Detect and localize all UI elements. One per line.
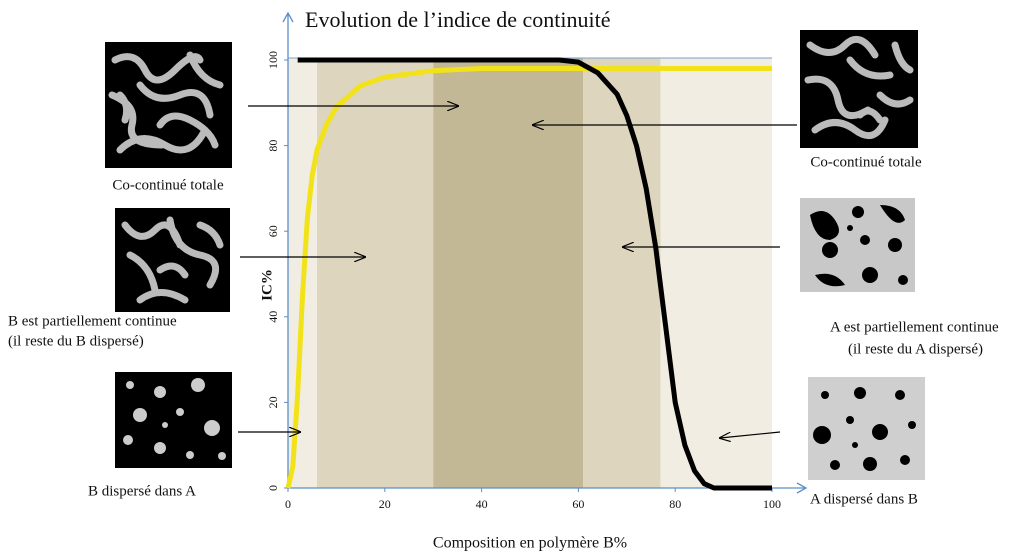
x-tick-label: 20: [379, 497, 391, 511]
chart-title: Evolution de l’indice de continuité: [305, 7, 610, 32]
band: [583, 58, 661, 488]
band: [433, 58, 584, 488]
arrow: [238, 106, 797, 438]
y-tick-label: 40: [266, 311, 280, 323]
morphology-image: [105, 42, 232, 168]
y-tick-label: 0: [266, 485, 280, 491]
y-tick-label: 100: [266, 51, 280, 69]
x-tick-label: 0: [285, 497, 291, 511]
annotation: Co-continué totale: [810, 154, 922, 170]
annotation: (il reste du A dispersé): [848, 341, 983, 357]
morphology-image: [115, 372, 232, 468]
y-axis-label: IC%: [259, 269, 275, 301]
x-axis-arrow: [796, 482, 808, 494]
series-line: [285, 66, 772, 489]
x-tick-label: 80: [669, 497, 681, 511]
y-tick-label: 20: [266, 396, 280, 408]
x-tick-label: 100: [763, 497, 781, 511]
annotation: B dispersé dans A: [88, 483, 196, 499]
y-axis-arrow: [282, 11, 294, 23]
annotation: A dispersé dans B: [810, 491, 918, 507]
annotation: B est partiellement continue: [8, 313, 177, 329]
x-tick-label: 40: [476, 497, 488, 511]
annotation: Co-continué totale: [112, 177, 224, 193]
morphology-image: [800, 198, 915, 292]
morphology-image: [808, 377, 925, 480]
band: [660, 58, 772, 488]
y-tick-label: 80: [266, 140, 280, 152]
morphology-image: [800, 30, 918, 148]
series-line: [297, 57, 772, 491]
y-tick-label: 60: [266, 225, 280, 237]
plot-area: 0 20 40 60 80 100 0 20 40 60 80 100: [266, 11, 808, 511]
x-tick-label: 60: [572, 497, 584, 511]
annotation: (il reste du B dispersé): [8, 333, 144, 349]
band: [317, 58, 434, 488]
morphology-image: [115, 208, 230, 312]
x-axis-label: Composition en polymère B%: [433, 535, 627, 552]
annotation: A est partiellement continue: [830, 319, 999, 335]
